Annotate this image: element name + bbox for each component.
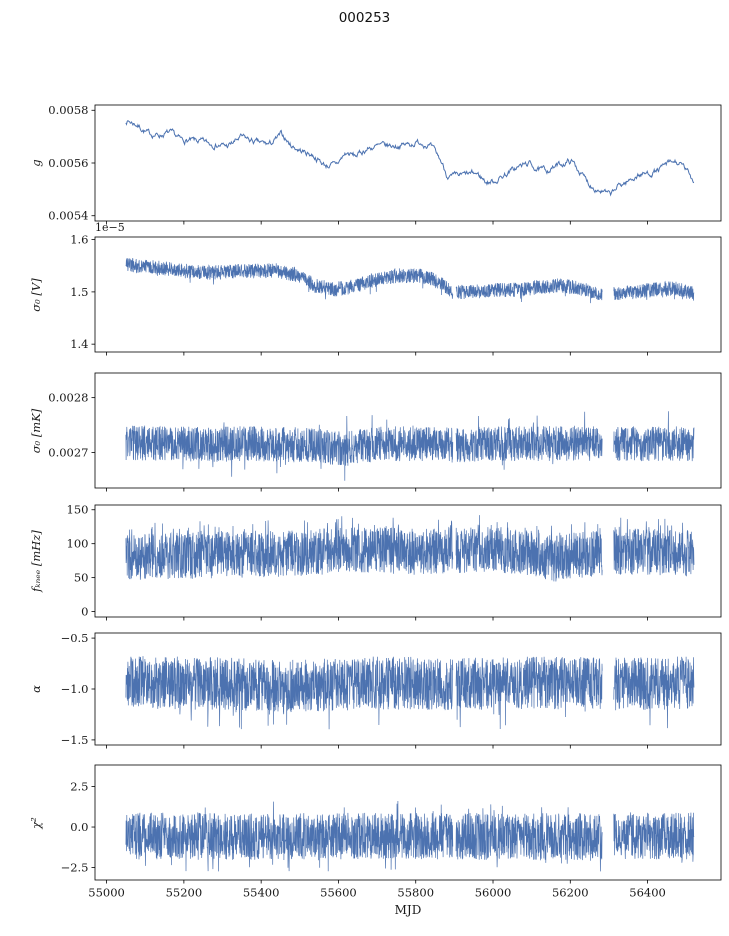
- y-tick-label: −1.5: [61, 733, 89, 747]
- y-tick-label: −1.0: [61, 682, 89, 696]
- y-axis-label-chi2: χ²: [29, 817, 43, 829]
- figure-title: 000253: [338, 10, 391, 26]
- series-sigma0-mk: [125, 411, 695, 481]
- x-axis-label: MJD: [394, 903, 422, 917]
- y-tick-label: 100: [67, 537, 89, 551]
- y-tick-label: 1.4: [70, 337, 88, 351]
- x-tick-label: 55600: [320, 886, 357, 900]
- series-fknee: [125, 515, 695, 582]
- y-tick-label: 0.0027: [48, 445, 88, 459]
- y-axis-label-g: g: [29, 159, 43, 167]
- y-tick-label: 50: [74, 571, 89, 585]
- x-tick-label: 56000: [475, 886, 512, 900]
- subplot-g: 0.0054 0.0056 0.0058: [48, 103, 722, 225]
- series-alpha: [125, 656, 695, 730]
- series-chi2: [125, 800, 695, 872]
- series-g: [125, 120, 695, 197]
- y-axis-label-sigma0-mk: σ₀ [mK]: [29, 408, 43, 454]
- y-tick-label: −0.5: [61, 631, 89, 645]
- axes-spine: [94, 372, 722, 489]
- y-tick-label: 1.6: [70, 233, 88, 247]
- subplot-alpha: −1.5 −1.0 −0.5: [61, 631, 722, 749]
- y-tick-label: 0: [81, 604, 88, 618]
- axes-spine: [94, 236, 722, 353]
- y-axis-label-alpha: α: [29, 685, 43, 693]
- x-tick-label: 56200: [552, 886, 589, 900]
- x-tick-label: 56400: [629, 886, 666, 900]
- y-axis-offset-text: 1e−5: [95, 221, 125, 234]
- y-tick-label: 0.0058: [48, 103, 88, 117]
- axes-spine: [94, 104, 722, 222]
- subplot-chi2: −2.5 0.0 2.5 55000 55200 55400 55600 55800 56000…: [61, 764, 722, 900]
- y-tick-label: 1.5: [70, 285, 88, 299]
- y-axis-label-fknee: fₖₙₑₑ [mHz]: [29, 530, 43, 592]
- y-tick-label: 0.0028: [48, 391, 88, 405]
- subplot-sigma0-mk: 0.0027 0.0028: [48, 372, 722, 492]
- y-tick-label: 0.0056: [48, 156, 88, 170]
- y-tick-label: −2.5: [61, 860, 89, 874]
- x-tick-label: 55000: [88, 886, 125, 900]
- series-sigma0-v: [125, 258, 695, 304]
- y-tick-label: 0.0054: [48, 209, 88, 223]
- x-tick-label: 55400: [243, 886, 280, 900]
- axes-spine: [94, 504, 722, 618]
- y-tick-label: 2.5: [70, 779, 88, 793]
- x-tick-label: 55200: [166, 886, 203, 900]
- axes-spine: [94, 764, 722, 881]
- x-tick-label: 55800: [397, 886, 434, 900]
- subplot-fknee: 0 50 100 150: [67, 503, 722, 621]
- y-tick-label: 150: [67, 503, 89, 517]
- y-tick-label: 0.0: [70, 820, 88, 834]
- y-axis-label-sigma0-v: σ₀ [V]: [29, 278, 43, 312]
- subplot-sigma0-v: 1.4 1.5 1.6: [70, 233, 722, 356]
